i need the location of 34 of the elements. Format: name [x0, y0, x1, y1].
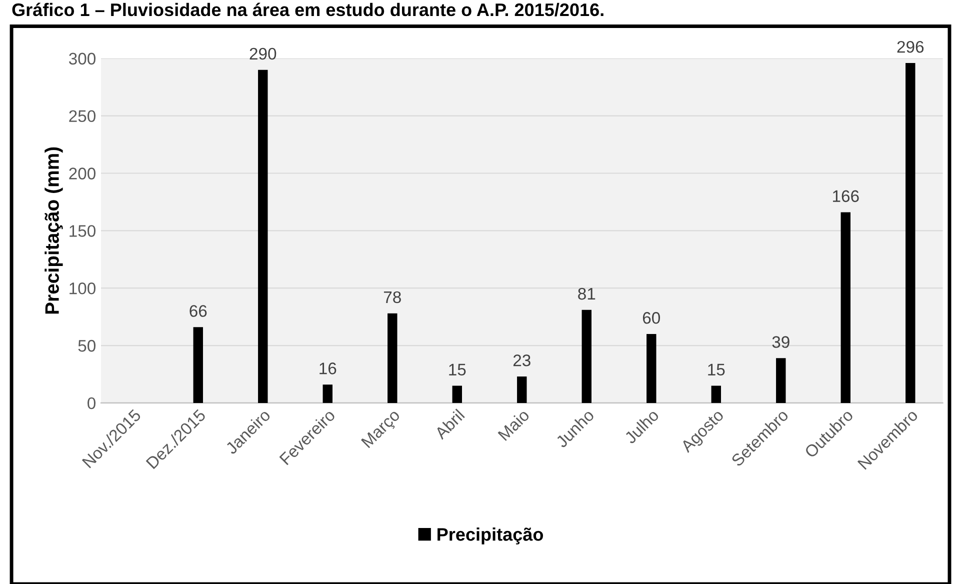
data-label: 15 [449, 364, 466, 376]
data-label: 81 [578, 288, 596, 300]
bar [517, 376, 527, 403]
y-tick-label: 200 [69, 168, 96, 180]
y-tick-label: 150 [70, 225, 96, 237]
y-tick-label: 50 [78, 340, 96, 352]
data-label: 15 [708, 364, 725, 376]
y-tick-label: 0 [88, 397, 96, 410]
bar [322, 384, 332, 403]
bar [582, 310, 592, 403]
bar [258, 70, 268, 403]
data-label: 39 [772, 336, 790, 348]
y-tick-label: 100 [70, 282, 96, 294]
y-axis-title: Precipitação (mm) [44, 147, 63, 314]
data-label: 60 [642, 312, 660, 324]
y-tick-label: 250 [69, 110, 96, 122]
bar [388, 313, 398, 403]
bar [646, 334, 656, 403]
data-label: 23 [513, 354, 530, 366]
bar [711, 386, 721, 403]
y-tick-label: 300 [68, 52, 96, 65]
data-label: 296 [897, 40, 924, 53]
chart-title: Gráfico 1 – Pluviosidade na área em estudo durante o A.P. 2015/2016. [12, 2, 604, 16]
data-label: 290 [250, 48, 276, 60]
data-label: 166 [833, 190, 859, 202]
data-label: 78 [384, 291, 401, 304]
bar [906, 62, 916, 403]
bar [776, 358, 786, 403]
data-label: 16 [320, 362, 336, 374]
bar [193, 327, 203, 403]
bar [840, 212, 850, 403]
data-label: 66 [190, 305, 207, 317]
bar [452, 386, 462, 403]
legend-label: Precipitação [438, 528, 544, 544]
